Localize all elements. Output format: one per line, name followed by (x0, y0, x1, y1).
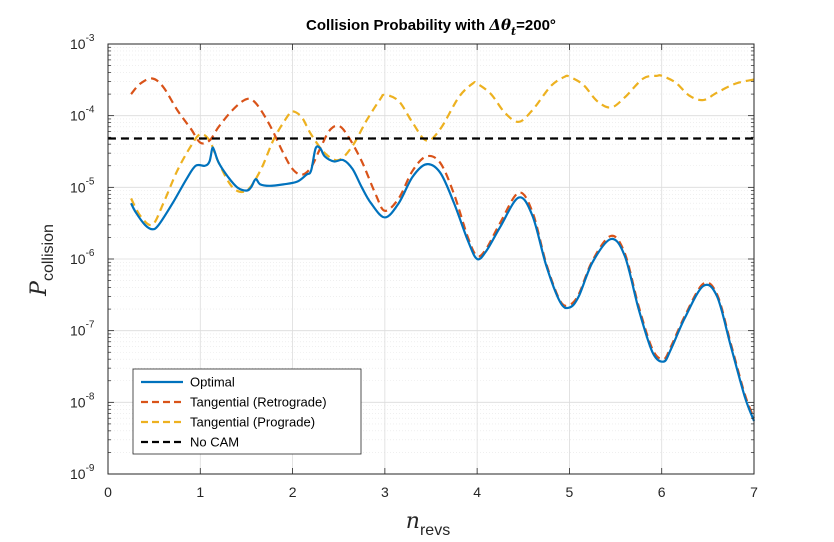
x-tick-label: 5 (566, 484, 574, 500)
y-tick-label: 10-3 (70, 33, 95, 52)
legend-label-no-cam: No CAM (190, 435, 239, 450)
series-line-optimal (130, 145, 756, 422)
chart-title: Collision Probability with Δθt=200° (306, 16, 556, 38)
y-tick-label: 10-8 (70, 391, 95, 410)
y-tick-label: 10-7 (70, 320, 95, 339)
x-tick-label: 4 (473, 484, 481, 500)
series-layer (107, 74, 756, 422)
x-tick-labels: 0 1 2 3 4 5 6 7 (104, 484, 758, 500)
legend-label-optimal: Optimal (190, 375, 235, 390)
x-tick-label: 6 (658, 484, 666, 500)
y-tick-labels: 10-9 10-8 10-7 10-6 10-5 10-4 10-3 (70, 33, 95, 482)
legend-entry-no-cam: No CAM (141, 435, 239, 450)
x-tick-label: 7 (750, 484, 758, 500)
legend: Optimal Tangential (Retrograde) Tangenti… (132, 368, 362, 455)
y-tick-label: 10-6 (70, 248, 95, 267)
legend-entry-prograde: Tangential (Prograde) (141, 415, 315, 430)
x-tick-label: 2 (289, 484, 297, 500)
legend-label-retrograde: Tangential (Retrograde) (190, 395, 327, 410)
x-tick-label: 3 (381, 484, 389, 500)
x-tick-label: 1 (196, 484, 204, 500)
tick-marks (107, 43, 755, 475)
legend-label-prograde: Tangential (Prograde) (190, 415, 315, 430)
legend-box (132, 368, 362, 455)
legend-entry-optimal: Optimal (141, 375, 235, 390)
y-axis-label: Pcollision (27, 224, 57, 297)
y-tick-label: 10-4 (70, 105, 95, 124)
y-tick-label: 10-9 (70, 463, 95, 482)
legend-entry-retrograde: Tangential (Retrograde) (141, 395, 327, 410)
x-axis-label: nrevs (406, 509, 450, 539)
y-tick-label: 10-5 (70, 176, 95, 195)
x-tick-label: 0 (104, 484, 112, 500)
